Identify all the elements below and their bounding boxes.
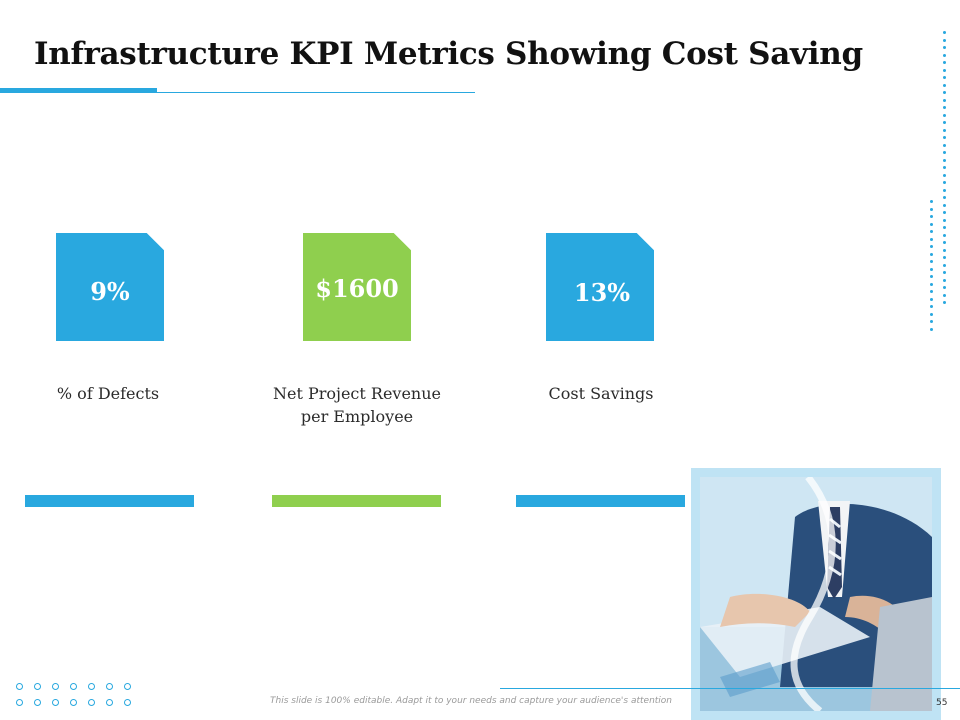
ring-dots-decoration [16,683,142,706]
kpi-bar-defects [25,495,194,507]
kpi-bar-cost-savings [516,495,685,507]
kpi-label-cost-savings: Cost Savings [548,384,654,403]
kpi-label-revenue: Net Project Revenue per Employee [272,384,442,426]
photo-frame [691,468,941,720]
business-meeting-photo [700,477,932,711]
kpi-card-defects: 9% [56,233,164,341]
dotted-line-decoration [943,31,947,309]
kpi-value-revenue: $1600 [315,274,399,303]
footer-editable-note: This slide is 100% editable. Adapt it to… [270,696,673,706]
dotted-line-decoration [930,200,934,335]
slide-title: Infrastructure KPI Metrics Showing Cost … [34,36,863,72]
kpi-bar-revenue [272,495,441,507]
kpi-card-revenue: $1600 [303,233,411,341]
kpi-value-defects: 9% [90,277,130,306]
kpi-label-defects: % of Defects [56,384,160,403]
title-underline [157,92,475,93]
kpi-value-cost-savings: 13% [573,278,631,307]
footer-divider [500,688,960,689]
title-underline-accent [0,88,157,93]
kpi-card-cost-savings: 13% [546,233,654,341]
page-number: 55 [936,698,948,708]
